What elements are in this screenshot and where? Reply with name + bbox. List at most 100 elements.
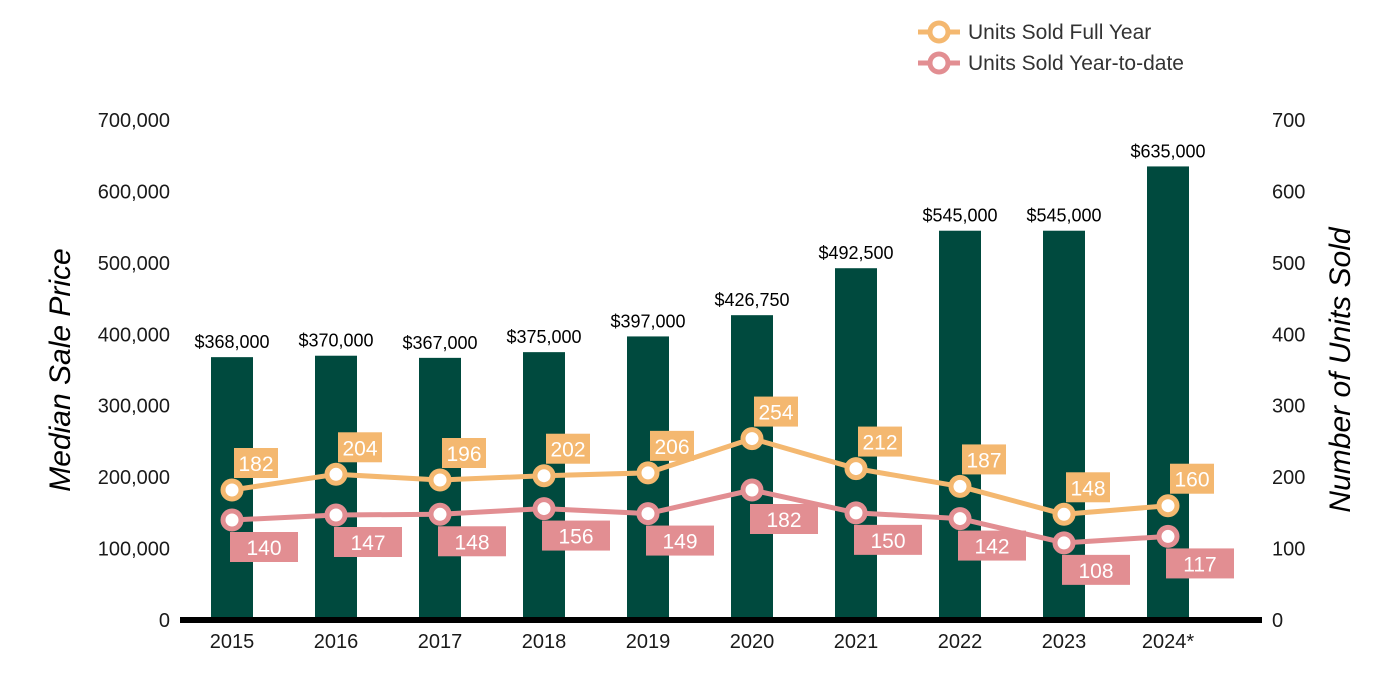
data-label: 187 (966, 449, 1001, 472)
data-label: 182 (238, 453, 273, 476)
y2-tick-label: 300 (1272, 396, 1305, 418)
y-tick-label: 100,000 (98, 539, 170, 561)
series-point-0 (948, 474, 972, 498)
right-axis: 0 100 200 300 400 500 600 700 (1272, 110, 1305, 632)
data-label-box (542, 520, 610, 551)
series-point-0 (740, 427, 764, 451)
x-tick-label: 2019 (626, 631, 671, 653)
x-tick-label: 2023 (1042, 631, 1087, 653)
series-point-1 (532, 497, 556, 521)
series-point-1 (1052, 531, 1076, 555)
series-line-0 (231, 436, 1169, 517)
y2-tick-label: 500 (1272, 253, 1305, 275)
y2-tick-label: 100 (1272, 539, 1305, 561)
series-point-0 (532, 464, 556, 488)
y-tick-label: 300,000 (98, 396, 170, 418)
y-axis-title: Median Sale Price (44, 248, 77, 491)
data-label: 160 (1174, 469, 1209, 492)
data-label: 204 (342, 437, 377, 460)
data-label: 149 (662, 531, 697, 554)
series-point-1 (428, 502, 452, 526)
bar-data-label: $545,000 (922, 206, 997, 226)
y2-tick-label: 200 (1272, 467, 1305, 489)
data-label: 156 (558, 526, 593, 549)
bar-data-label: $545,000 (1026, 206, 1101, 226)
data-label-box (230, 532, 298, 562)
y2-axis-title: Number of Units Sold (1324, 226, 1357, 512)
bar (731, 315, 773, 620)
bar-data-label: $375,000 (506, 327, 581, 347)
x-tick-label: 2024* (1142, 631, 1194, 653)
series-point-0 (428, 468, 452, 492)
data-label-box (750, 504, 818, 534)
series-point-0 (1156, 494, 1180, 518)
x-tick-label: 2022 (938, 631, 983, 653)
y2-tick-label: 600 (1272, 181, 1305, 203)
data-label-box (438, 526, 506, 557)
data-label-box (962, 444, 1006, 475)
y-tick-label: 600,000 (98, 181, 170, 203)
data-label-box (754, 396, 798, 427)
series-point-1 (948, 507, 972, 531)
data-label-box (1066, 472, 1110, 503)
data-label-box (958, 530, 1026, 561)
data-label-box (1062, 554, 1130, 585)
series-point-0 (636, 461, 660, 485)
series-point-1 (844, 501, 868, 525)
bar-data-label: $370,000 (298, 331, 373, 351)
x-tick-label: 2017 (418, 631, 463, 653)
y-tick-label: 500,000 (98, 253, 170, 275)
y-tick-label: 0 (159, 610, 170, 632)
bar-data-label: $426,750 (714, 290, 789, 310)
data-label: 202 (550, 439, 585, 462)
data-label-box (646, 525, 714, 556)
data-label: 182 (766, 509, 801, 532)
left-axis: 0 100,000 200,000 300,000 400,000 500,000 600,… (98, 110, 170, 632)
bar (939, 230, 981, 620)
x-tick-label: 2018 (522, 631, 567, 653)
legend-marker (927, 51, 951, 75)
series-point-0 (1052, 502, 1076, 526)
y2-tick-label: 0 (1272, 610, 1283, 632)
data-label: 150 (870, 530, 905, 553)
series-point-1 (1156, 524, 1180, 548)
series-point-1 (636, 502, 660, 526)
data-label: 196 (446, 443, 481, 466)
bar-data-label: $368,000 (194, 332, 269, 352)
data-label: 148 (1070, 477, 1105, 500)
series-point-0 (844, 457, 868, 481)
data-label-box (442, 438, 486, 468)
x-axis: 2015 2016 2017 2018 2019 2020 2021 2022 2023 2024… (210, 631, 1195, 653)
series-point-1 (220, 508, 244, 532)
y-tick-label: 400,000 (98, 324, 170, 346)
legend: Units Sold Full Year Units Sold Year-to-d… (918, 20, 1184, 75)
series-point-0 (220, 478, 244, 502)
x-tick-label: 2015 (210, 631, 255, 653)
data-label: 212 (862, 432, 897, 455)
y-tick-label: 700,000 (98, 110, 170, 132)
data-label-box (1170, 463, 1214, 494)
series-lines: 182 204 196 202 206 254 212 187 148 160 140 147 148 1… (220, 396, 1234, 585)
series-point-0 (324, 462, 348, 486)
bar-data-label: $397,000 (610, 311, 685, 331)
y2-tick-label: 700 (1272, 110, 1305, 132)
data-label-box (546, 433, 590, 464)
y2-tick-label: 400 (1272, 324, 1305, 346)
data-label: 206 (654, 436, 689, 459)
series-point-1 (324, 503, 348, 527)
x-tick-label: 2016 (314, 631, 359, 653)
data-label-box (854, 524, 922, 555)
bar (315, 355, 357, 620)
data-label: 140 (246, 537, 281, 560)
data-label: 108 (1078, 560, 1113, 583)
data-label: 142 (974, 536, 1009, 559)
series-point-1 (740, 478, 764, 502)
data-label-box (334, 527, 402, 557)
legend-label: Units Sold Year-to-date (968, 52, 1184, 75)
data-label-box (650, 430, 694, 461)
bar-data-label: $367,000 (402, 333, 477, 353)
legend-marker (927, 20, 951, 44)
legend-label: Units Sold Full Year (968, 21, 1151, 44)
data-label: 117 (1183, 553, 1216, 576)
x-tick-label: 2020 (730, 631, 775, 653)
